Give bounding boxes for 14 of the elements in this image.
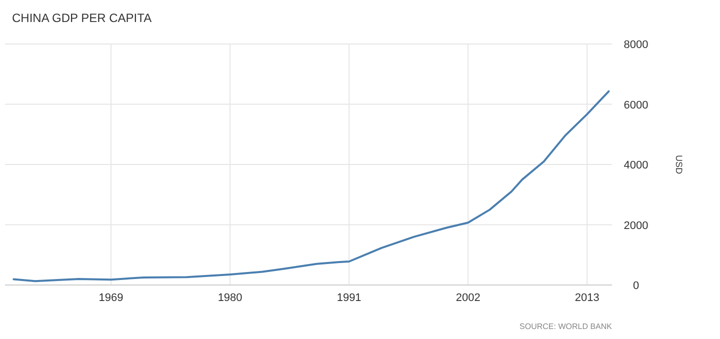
- line-series: [12, 90, 610, 282]
- y-tick-label: 6000: [624, 99, 648, 112]
- x-tick-label: 2002: [456, 292, 480, 304]
- x-tick-label: 1980: [218, 292, 242, 304]
- x-tick-label: 1969: [98, 292, 124, 304]
- y-tick-label: 8000: [624, 39, 648, 51]
- y-tick-label: 4000: [624, 160, 648, 172]
- y-tick-label: 0: [632, 280, 640, 292]
- y-tick-label: 2000: [624, 220, 648, 232]
- x-tick-label: 2013: [574, 292, 600, 304]
- x-tick-label: 1991: [336, 292, 362, 304]
- chart-title: CHINA GDP PER CAPITA: [12, 11, 152, 25]
- source-note: SOURCE: WORLD BANK: [520, 322, 613, 331]
- y-axis-title: USD: [674, 154, 684, 174]
